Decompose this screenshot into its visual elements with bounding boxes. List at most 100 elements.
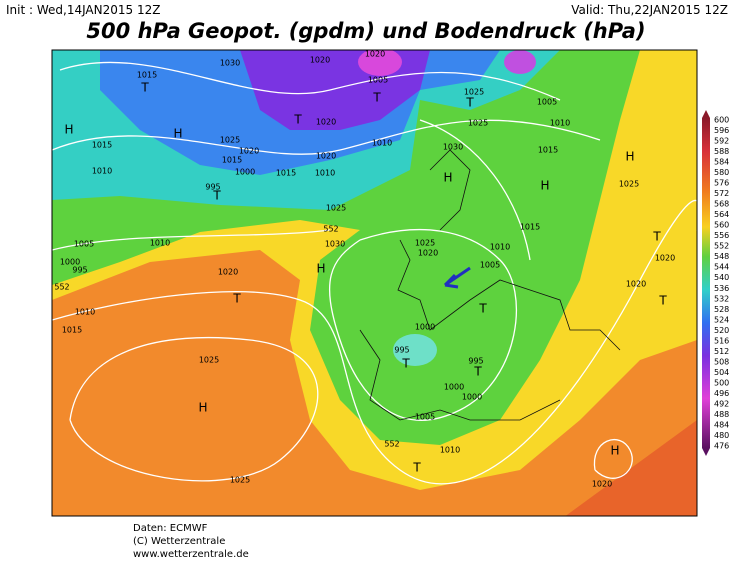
colorbar-label: 572 — [714, 189, 729, 198]
isobar-label: 552 — [54, 283, 69, 292]
isobar-label: 1015 — [520, 223, 540, 232]
pressure-center: T — [401, 357, 410, 371]
colorbar-label: 504 — [714, 368, 729, 377]
pressure-center: H — [610, 444, 619, 458]
isobar-label: 995 — [72, 266, 87, 275]
pressure-center: H — [173, 127, 182, 141]
isobar-label: 1000 — [235, 168, 255, 177]
colorbar-label: 560 — [714, 221, 729, 230]
colorbar-label: 492 — [714, 399, 729, 408]
colorbar-label: 532 — [714, 294, 729, 303]
isobar — [52, 229, 331, 251]
valid-time: Valid: Thu,22JAN2015 12Z — [571, 3, 728, 17]
pressure-center: T — [232, 292, 241, 306]
isobar-label: 1020 — [655, 254, 675, 263]
isobar-label: 1015 — [137, 71, 157, 80]
pressure-center: H — [64, 123, 73, 137]
isobar-label: 1025 — [464, 88, 484, 97]
isobar-label: 1020 — [592, 480, 612, 489]
footer-line: Daten: ECMWF — [133, 523, 208, 534]
init-time: Init : Wed,14JAN2015 12Z — [6, 3, 160, 17]
isobar-label: 1000 — [415, 323, 435, 332]
colorbar-label: 496 — [714, 389, 729, 398]
isobar-label: 1005 — [368, 76, 388, 85]
pressure-center: H — [316, 262, 325, 276]
isobar-label: 995 — [205, 183, 220, 192]
isobar-label: 995 — [394, 346, 409, 355]
map-title: 500 hPa Geopot. (gpdm) und Bodendruck (h… — [86, 19, 645, 43]
isobar-label: 1030 — [325, 240, 345, 249]
isobar-label: 552 — [384, 440, 399, 449]
colorbar-label: 588 — [714, 147, 729, 156]
isobar-label: 1015 — [538, 146, 558, 155]
isobar-label: 1015 — [62, 326, 82, 335]
isobar-label: 995 — [468, 357, 483, 366]
pressure-center: H — [625, 150, 634, 164]
isobar-label: 1020 — [365, 50, 385, 59]
isobar-label: 1020 — [218, 268, 238, 277]
coastline — [359, 329, 561, 421]
colorbar-label: 528 — [714, 305, 729, 314]
footer: Daten: ECMWF (C) Wetterzentrale www.wetter… — [133, 523, 249, 560]
colorbar-label: 488 — [714, 410, 729, 419]
pressure-center: T — [212, 189, 221, 203]
isobar-label: 1015 — [92, 141, 112, 150]
colorbar-label: 540 — [714, 273, 729, 282]
coastline — [397, 239, 621, 351]
colorbar-label: 564 — [714, 210, 729, 219]
isobar-label: 1025 — [220, 136, 240, 145]
isobar — [59, 61, 561, 101]
footer-line: (C) Wetterzentrale — [133, 536, 225, 547]
pressure-center: H — [198, 401, 207, 415]
isobar-label: 1025 — [326, 204, 346, 213]
colorbar-label: 552 — [714, 242, 729, 251]
isobar-label: 1020 — [239, 147, 259, 156]
colorbar-label: 500 — [714, 378, 729, 387]
colorbar-scale — [702, 118, 710, 448]
isobar-label: 1010 — [75, 308, 95, 317]
magenta-core — [358, 50, 402, 76]
isobar-label: 1010 — [550, 119, 570, 128]
colorbar-label: 476 — [714, 442, 729, 451]
isobar-label: 1025 — [619, 180, 639, 189]
colorbar-bottom-arrow — [702, 448, 710, 456]
pressure-center: H — [540, 179, 549, 193]
colorbar-label: 592 — [714, 137, 729, 146]
colorbar-label: 600 — [714, 116, 729, 125]
pressure-center: T — [140, 81, 149, 95]
pressure-center: T — [478, 302, 487, 316]
isobar-label: 1005 — [74, 240, 94, 249]
pressure-center: T — [293, 113, 302, 127]
isobar-label: 1010 — [490, 243, 510, 252]
isobar — [419, 119, 531, 261]
colorbar-label: 512 — [714, 347, 729, 356]
isobar — [52, 119, 601, 155]
isobar-label: 1025 — [468, 119, 488, 128]
dark-orange-field — [565, 420, 697, 516]
colorbar-label: 576 — [714, 179, 729, 188]
map-frame — [51, 49, 698, 517]
isobar-label: 1020 — [418, 249, 438, 258]
colorbar-label: 596 — [714, 126, 729, 135]
isobar-label: 1010 — [92, 167, 112, 176]
pressure-center: T — [372, 91, 381, 105]
colorbar-label: 556 — [714, 231, 729, 240]
colorbar-label: 536 — [714, 284, 729, 293]
isobar-label: 1005 — [415, 413, 435, 422]
isobar-label: 1010 — [315, 169, 335, 178]
pressure-center: T — [465, 96, 474, 110]
footer-line: www.wetterzentrale.de — [133, 549, 249, 560]
isobar-label: 1025 — [230, 476, 250, 485]
pressure-center: H — [443, 171, 452, 185]
isobar-label: 1000 — [462, 393, 482, 402]
isobar — [52, 199, 697, 485]
isobar-label: 1005 — [480, 261, 500, 270]
isobar-label: 552 — [323, 225, 338, 234]
pressure-center: T — [473, 365, 482, 379]
pressure-center: T — [412, 461, 421, 475]
isobar-label: 1010 — [372, 139, 392, 148]
colorbar-label: 508 — [714, 357, 729, 366]
